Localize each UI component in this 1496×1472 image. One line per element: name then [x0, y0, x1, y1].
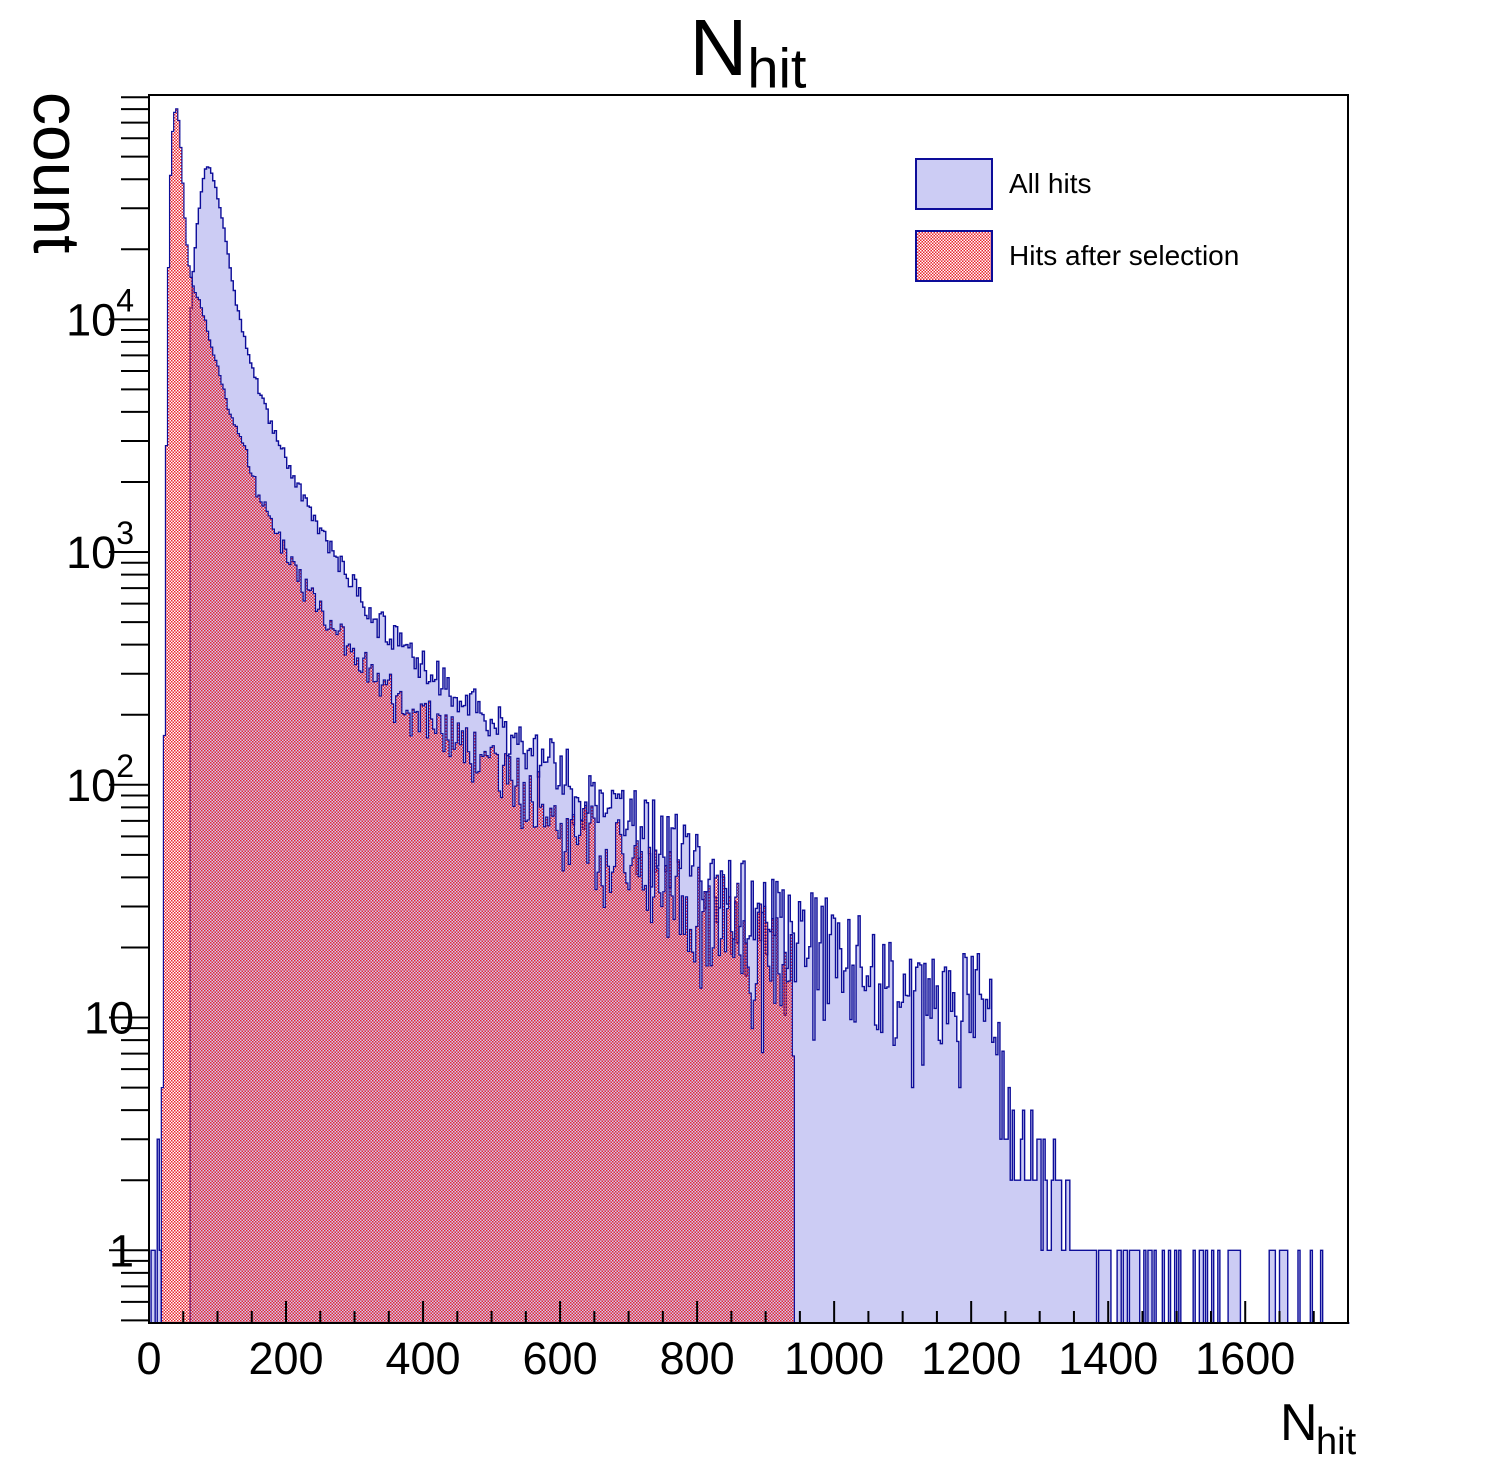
legend-label-all-hits: All hits — [1009, 168, 1092, 199]
x-tick-label: 1400 — [1058, 1333, 1158, 1384]
x-tick-label: 200 — [248, 1333, 323, 1384]
y-tick-label: 104 — [66, 282, 134, 345]
series-hits-after-selection — [149, 108, 1350, 1324]
x-axis-title: N — [1280, 1394, 1318, 1452]
legend-entry-selected-hits: Hits after selection — [915, 230, 1239, 282]
y-tick-label: 10 — [84, 993, 134, 1044]
legend-label-selected-hits: Hits after selection — [1009, 240, 1240, 271]
y-tick-label: 1 — [109, 1225, 134, 1276]
x-axis-title-subscript: hit — [1316, 1421, 1357, 1463]
x-tick-label: 400 — [386, 1333, 461, 1384]
chart-title-main: N — [689, 3, 748, 92]
legend-swatch-all-hits — [915, 158, 993, 210]
x-tick-label: 800 — [660, 1333, 735, 1384]
histogram-layer — [149, 108, 1350, 1324]
axis-layer: 0 200 400 600 800 1000 1200 1400 1600 1 10 102 103 10… — [66, 94, 1349, 1384]
plot-frame — [148, 94, 1349, 1324]
chart-title: Nhit — [0, 2, 1496, 96]
y-tick-label: 103 — [66, 515, 134, 578]
x-tick-label: 0 — [136, 1333, 161, 1384]
x-tick-label: 1000 — [784, 1333, 884, 1384]
legend-swatch-selected-hits — [915, 230, 993, 282]
y-axis-title: count — [20, 92, 94, 253]
chart-title-subscript: hit — [747, 36, 807, 100]
legend-entry-all-hits: All hits — [915, 158, 1091, 210]
x-tick-label: 1200 — [921, 1333, 1021, 1384]
y-tick-label: 102 — [66, 748, 134, 811]
x-tick-label: 600 — [523, 1333, 598, 1384]
x-tick-label: 1600 — [1195, 1333, 1295, 1384]
